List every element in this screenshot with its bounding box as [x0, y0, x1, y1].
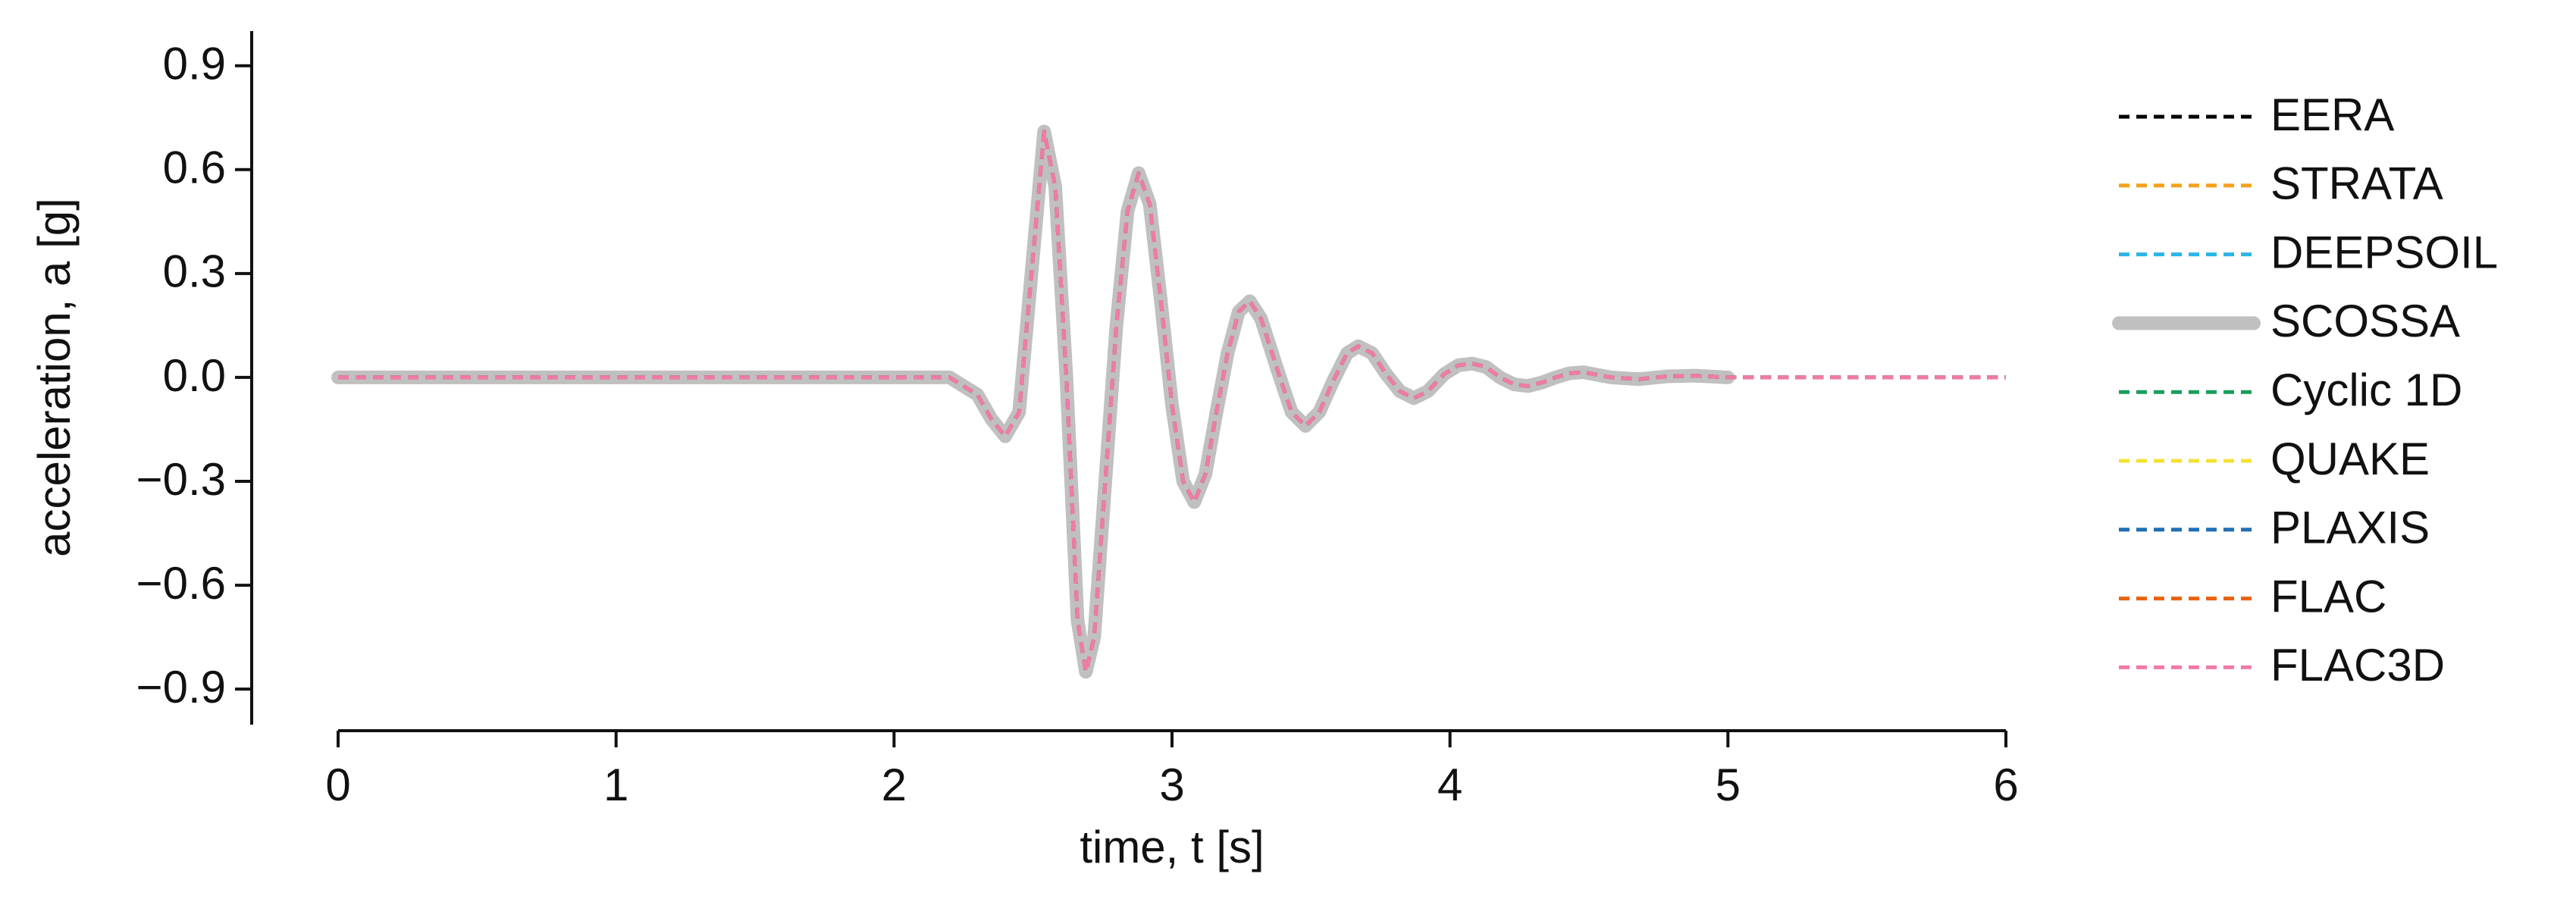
y-tick-label: −0.9 — [136, 662, 226, 713]
x-tick-label: 2 — [882, 759, 907, 810]
y-axis-label: acceleration, a [g] — [29, 198, 80, 557]
x-axis-label: time, t [s] — [1080, 822, 1264, 872]
legend-label: EERA — [2270, 89, 2394, 140]
y-tick-label: 0.3 — [163, 246, 226, 297]
y-tick-label: −0.3 — [136, 454, 226, 505]
x-tick-label: 3 — [1159, 759, 1184, 810]
legend-label: QUAKE — [2270, 434, 2430, 484]
x-tick-label: 5 — [1716, 759, 1741, 810]
y-tick-label: 0.0 — [163, 350, 226, 401]
y-tick-label: 0.6 — [163, 143, 226, 193]
x-tick-label: 4 — [1437, 759, 1462, 810]
x-tick-label: 6 — [1993, 759, 2018, 810]
legend-label: FLAC3D — [2270, 640, 2445, 691]
legend-label: SCOSSA — [2270, 296, 2460, 346]
y-tick-label: 0.9 — [163, 39, 226, 89]
legend-label: PLAXIS — [2270, 503, 2430, 553]
y-tick-label: −0.6 — [136, 558, 226, 609]
x-tick-label: 1 — [603, 759, 628, 810]
series-line — [331, 124, 1735, 679]
series-line — [338, 130, 2006, 674]
legend-label: DEEPSOIL — [2270, 227, 2498, 277]
x-tick-label: 0 — [325, 759, 350, 810]
legend-label: Cyclic 1D — [2270, 365, 2462, 415]
legend-label: FLAC — [2270, 571, 2386, 622]
legend-label: STRATA — [2270, 158, 2443, 209]
